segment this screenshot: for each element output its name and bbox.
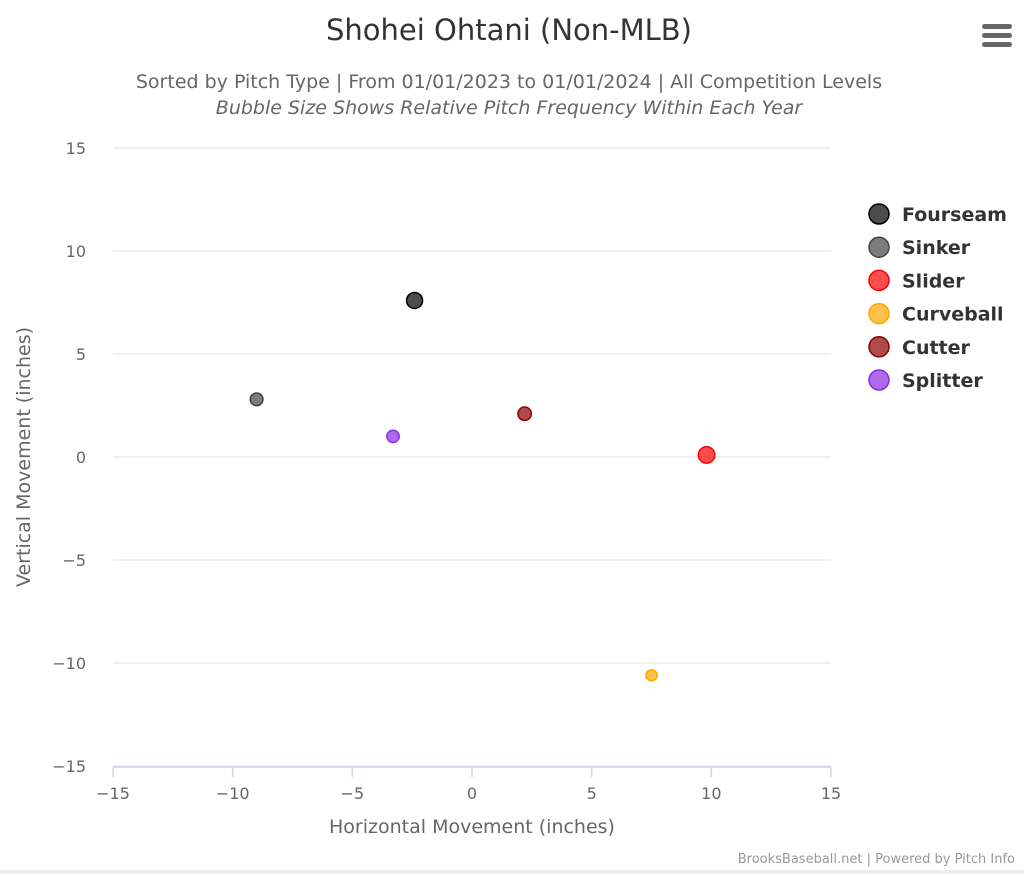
data-point-curveball[interactable] bbox=[645, 669, 658, 682]
axis-layer: −15 −10 −5 0 5 10 15 −15 −10 −5 0 5 10 15 bbox=[52, 139, 841, 803]
chart-title: Shohei Ohtani (Non-MLB) bbox=[326, 13, 692, 47]
chart-subtitle: Sorted by Pitch Type | From 01/01/2023 t… bbox=[136, 71, 882, 93]
y-tick-label: −10 bbox=[52, 654, 86, 673]
y-tick-label: 15 bbox=[66, 139, 86, 158]
y-axis-title: Vertical Movement (inches) bbox=[13, 327, 35, 587]
legend-item-splitter[interactable]: Splitter bbox=[902, 370, 983, 392]
y-tick-label: −5 bbox=[62, 551, 86, 570]
data-point-fourseam[interactable] bbox=[405, 291, 424, 310]
bottom-divider bbox=[0, 870, 1024, 874]
x-tick-label: −5 bbox=[341, 784, 365, 803]
chart-menu-button[interactable] bbox=[980, 22, 1014, 50]
data-point-splitter[interactable] bbox=[386, 429, 400, 444]
x-tick-label: −10 bbox=[216, 784, 250, 803]
legend-item-slider[interactable]: Slider bbox=[902, 270, 965, 292]
x-tick-label: 0 bbox=[467, 784, 477, 803]
legend-marker-splitter[interactable] bbox=[868, 369, 890, 391]
legend-item-sinker[interactable]: Sinker bbox=[902, 237, 971, 259]
grid-layer bbox=[113, 147, 831, 767]
legend-marker-sinker[interactable] bbox=[868, 236, 890, 258]
y-tick-label: −15 bbox=[52, 757, 86, 776]
x-axis-title: Horizontal Movement (inches) bbox=[329, 816, 615, 838]
x-tick-label: 10 bbox=[701, 784, 721, 803]
legend-marker-cutter[interactable] bbox=[868, 336, 890, 358]
y-tick-label: 0 bbox=[76, 448, 86, 467]
legend: Fourseam Sinker Slider Curveball Cutter Split… bbox=[868, 203, 1007, 392]
x-tick-label: 5 bbox=[587, 784, 597, 803]
menu-bar-icon bbox=[982, 42, 1012, 47]
data-point-slider[interactable] bbox=[697, 445, 716, 464]
legend-marker-curveball[interactable] bbox=[868, 302, 890, 325]
x-tick-label: 15 bbox=[821, 784, 841, 803]
menu-bar-icon bbox=[982, 33, 1012, 38]
data-point-sinker[interactable] bbox=[249, 392, 264, 407]
data-point-cutter[interactable] bbox=[517, 406, 533, 422]
legend-item-curveball[interactable]: Curveball bbox=[902, 304, 1004, 326]
legend-marker-fourseam[interactable] bbox=[868, 203, 890, 225]
y-tick-label: 10 bbox=[66, 242, 86, 261]
y-tick-label: 5 bbox=[76, 345, 86, 364]
legend-item-cutter[interactable]: Cutter bbox=[902, 337, 971, 359]
credits-link[interactable]: BrooksBaseball.net | Powered by Pitch In… bbox=[738, 852, 1015, 867]
chart-subtitle-2: Bubble Size Shows Relative Pitch Frequen… bbox=[216, 97, 804, 119]
legend-marker-slider[interactable] bbox=[868, 269, 890, 292]
legend-item-fourseam[interactable]: Fourseam bbox=[902, 204, 1007, 226]
menu-bar-icon bbox=[982, 24, 1012, 29]
x-tick-label: −15 bbox=[96, 784, 130, 803]
point-layer bbox=[249, 291, 716, 682]
